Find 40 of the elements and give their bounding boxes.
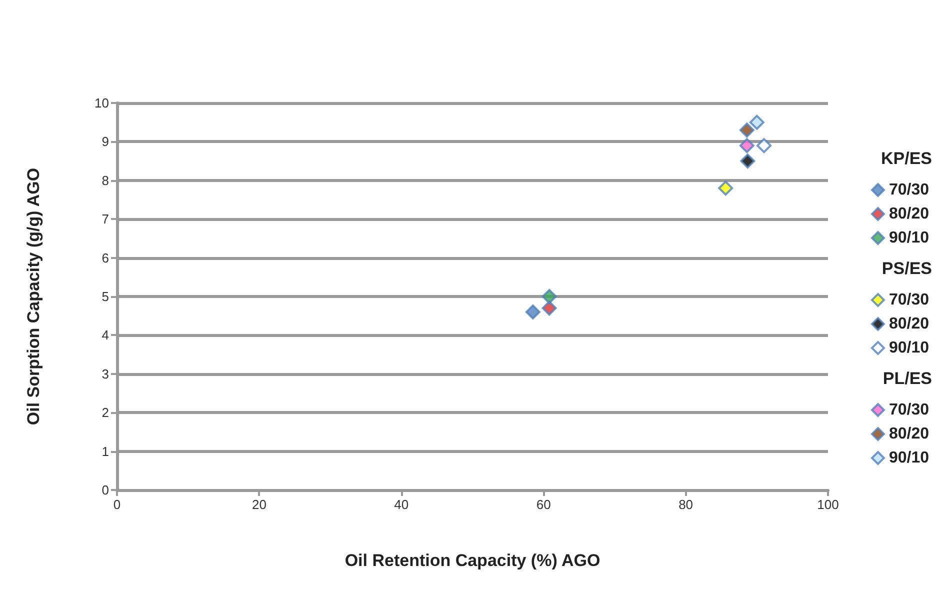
x-tick-label: 80 [678, 497, 694, 512]
legend-label: 80/20 [888, 316, 930, 332]
y-tick-label: 6 [102, 250, 109, 266]
y-tick-label: 0 [102, 482, 109, 498]
text: PS/ES [882, 259, 932, 278]
legend-label: 90/10 [888, 230, 930, 246]
y-tick-label: 5 [102, 289, 109, 304]
legend-label: 70/30 [888, 182, 930, 198]
x-axis-title: Oil Retention Capacity (%) AGO [344, 551, 600, 570]
legend-label: 90/10 [888, 450, 930, 466]
y-tick-label: 8 [102, 172, 109, 188]
legend-label: 90/10 [888, 340, 930, 356]
point [542, 300, 557, 316]
x-tick-label: 40 [394, 497, 409, 512]
legend-label: 80/20 [888, 206, 930, 222]
y-tick-label: 4 [102, 328, 109, 343]
x-tick-label: 20 [252, 497, 266, 512]
point [749, 114, 764, 130]
legend-label: 80/20 [888, 426, 930, 442]
y-tick-label: 7 [102, 212, 109, 227]
x-tick-label: 100 [817, 497, 839, 512]
legend-label: 70/30 [888, 402, 930, 418]
x-tick-label: 60 [536, 497, 551, 512]
point [739, 138, 754, 154]
point [542, 289, 557, 304]
text: PL/ES [882, 369, 932, 388]
y-tick-label: 1 [102, 444, 109, 459]
legend-label: 70/30 [888, 292, 930, 308]
point [525, 304, 540, 320]
point [756, 138, 772, 154]
text: KP/ES [880, 149, 932, 168]
x-tick-label: 0 [113, 497, 121, 512]
y-tick-label: 3 [102, 366, 109, 382]
point [739, 122, 754, 138]
y-tick-label: 9 [102, 134, 109, 150]
y-axis-title: Oil Sorption Capacity (g/g) AGO [24, 168, 43, 426]
y-tick-label: 2 [102, 405, 109, 420]
y-tick-label: 10 [94, 96, 109, 110]
point [740, 154, 756, 169]
point [718, 180, 734, 196]
